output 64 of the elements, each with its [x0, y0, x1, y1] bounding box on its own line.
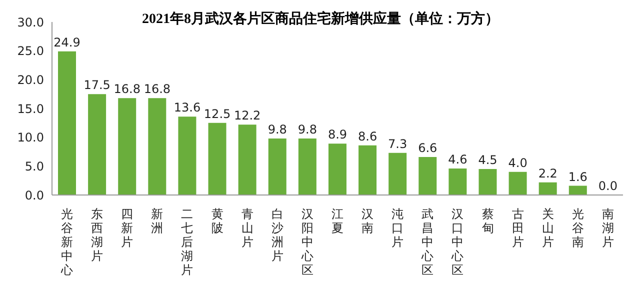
bar: [208, 122, 226, 195]
x-tick-label: 武昌中心区: [420, 207, 434, 277]
data-label: 9.8: [298, 122, 317, 136]
x-tick-label: 四新片: [121, 207, 134, 249]
data-label: 9.8: [268, 122, 287, 136]
bar: [508, 172, 527, 195]
bar: [388, 152, 407, 195]
bar: [178, 116, 196, 195]
y-tick-label: 25.0: [17, 44, 44, 58]
data-label: 4.6: [448, 152, 468, 166]
x-tick-label: 古田片: [512, 207, 524, 249]
x-tick-label: 白沙洲片: [271, 207, 284, 263]
data-label: 12.5: [204, 106, 231, 121]
chart-title: 2021年8月武汉各片区商品住宅新增供应量（单位：万方）: [142, 12, 499, 27]
data-label: 13.6: [174, 100, 201, 115]
y-tick-label: 20.0: [17, 72, 44, 87]
bar: [298, 138, 316, 195]
bar: [238, 124, 256, 195]
bar: [538, 182, 557, 195]
bar: [358, 145, 377, 195]
bar: [328, 144, 346, 195]
x-tick-label: 关山片: [542, 207, 554, 249]
data-label: 6.6: [418, 140, 438, 155]
x-tick-label: 南湖片: [602, 207, 614, 249]
data-label: 7.3: [388, 136, 408, 151]
y-tick-label: 10.0: [17, 130, 44, 145]
data-label: 8.6: [358, 129, 378, 144]
data-label: 1.6: [568, 170, 588, 184]
data-label: 4.0: [508, 156, 528, 170]
x-tick-label: 江夏: [332, 207, 344, 235]
x-tick-label: 蔡甸: [482, 207, 494, 235]
bar: [268, 138, 286, 195]
x-tick-label: 光谷新中心: [60, 207, 74, 277]
data-label: 17.5: [84, 78, 110, 92]
y-tick-label: 30.0: [17, 15, 44, 30]
bar: [418, 156, 437, 195]
data-label: 4.5: [478, 153, 498, 168]
y-tick-label: 0.0: [24, 188, 44, 202]
x-tick-label: 青山片: [241, 207, 254, 249]
x-tick-label: 汉阳中心区: [300, 207, 314, 277]
data-label: 16.8: [114, 82, 140, 96]
x-tick-label: 黄陂: [211, 207, 224, 235]
bar: [58, 51, 76, 195]
bar: [118, 98, 136, 195]
data-label: 2.2: [538, 166, 558, 180]
data-label: 24.9: [54, 35, 80, 50]
bar: [568, 186, 587, 195]
x-tick-label: 汉口中心区: [450, 207, 464, 277]
x-tick-label: 东西湖片: [91, 207, 104, 263]
x-tick-label: 沌口片: [392, 207, 404, 249]
bar: [88, 94, 106, 195]
y-tick-label: 15.0: [17, 102, 44, 116]
data-label: 8.9: [328, 128, 348, 142]
y-tick-label: 5.0: [24, 159, 44, 174]
bar: [148, 98, 166, 195]
x-tick-label: 汉南: [362, 207, 374, 235]
data-label: 0.0: [598, 179, 618, 193]
x-tick-label: 新洲: [151, 207, 164, 235]
x-tick-label: 二七后湖片: [181, 207, 194, 277]
bar: [448, 168, 467, 195]
data-label: 16.8: [144, 82, 171, 96]
bar: [478, 169, 497, 195]
data-label: 12.2: [234, 108, 261, 123]
x-tick-label: 光谷南: [572, 207, 584, 249]
